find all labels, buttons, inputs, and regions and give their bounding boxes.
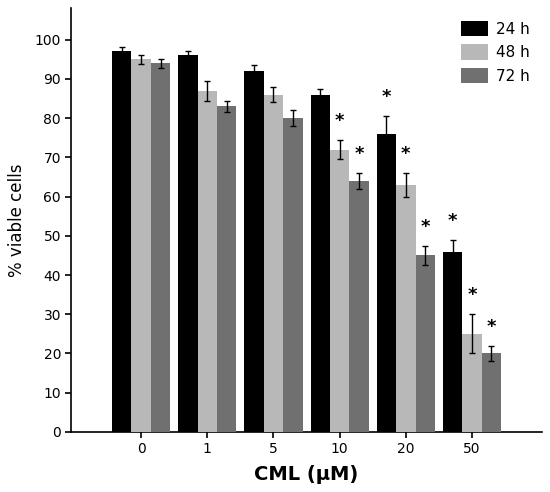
Bar	[217, 106, 236, 432]
Bar	[443, 251, 462, 432]
Bar	[244, 71, 264, 432]
Text: *: *	[420, 218, 430, 236]
Bar	[112, 52, 131, 432]
Bar	[482, 353, 501, 432]
Text: *: *	[335, 112, 344, 130]
Bar	[349, 181, 368, 432]
Text: *: *	[354, 145, 364, 163]
Bar	[283, 118, 302, 432]
Bar	[377, 134, 396, 432]
Bar	[311, 94, 330, 432]
Bar	[197, 91, 217, 432]
Text: *: *	[401, 145, 410, 163]
Bar	[131, 60, 151, 432]
Bar	[178, 56, 197, 432]
Bar	[264, 94, 283, 432]
Bar	[462, 334, 482, 432]
Text: *: *	[487, 318, 496, 336]
Text: *: *	[382, 89, 391, 106]
Text: *: *	[448, 212, 457, 230]
Bar	[330, 150, 349, 432]
Bar	[396, 185, 415, 432]
Bar	[151, 63, 170, 432]
Bar	[415, 255, 435, 432]
Legend: 24 h, 48 h, 72 h: 24 h, 48 h, 72 h	[456, 16, 534, 89]
Y-axis label: % viable cells: % viable cells	[8, 163, 26, 277]
X-axis label: CML (μM): CML (μM)	[255, 464, 359, 484]
Text: *: *	[467, 286, 477, 305]
